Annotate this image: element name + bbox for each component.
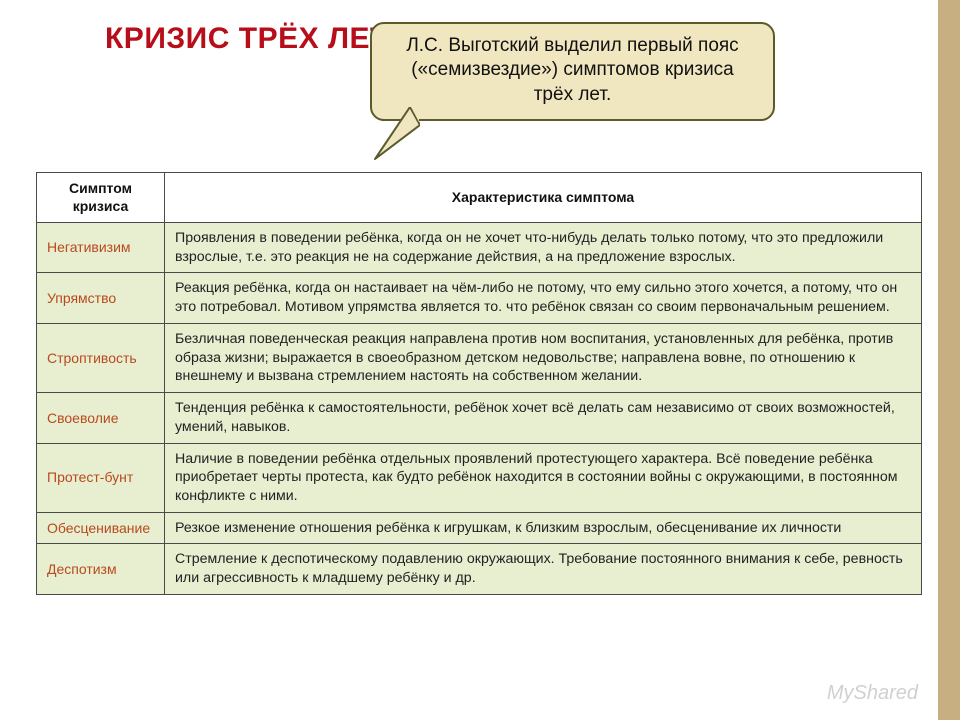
symptoms-table: Симптом кризиса Характеристика симптома … <box>36 172 922 595</box>
table-row: Строптивость Безличная поведенческая реа… <box>37 323 922 392</box>
symptom-desc: Резкое изменение отношения ребёнка к игр… <box>165 512 922 544</box>
table-row: Протест-бунт Наличие в поведении ребёнка… <box>37 443 922 512</box>
table-row: Негативизим Проявления в поведении ребён… <box>37 222 922 272</box>
symptom-desc: Проявления в поведении ребёнка, когда он… <box>165 222 922 272</box>
symptom-desc: Тенденция ребёнка к самостоятельности, р… <box>165 393 922 443</box>
symptom-name: Протест-бунт <box>37 443 165 512</box>
symptom-desc: Безличная поведенческая реакция направле… <box>165 323 922 392</box>
symptom-name: Строптивость <box>37 323 165 392</box>
symptom-desc: Реакция ребёнка, когда он настаивает на … <box>165 273 922 323</box>
table-row: Своеволие Тенденция ребёнка к самостояте… <box>37 393 922 443</box>
symptom-desc: Наличие в поведении ребёнка отдельных пр… <box>165 443 922 512</box>
callout-box: Л.С. Выготский выделил первый пояс («сем… <box>370 22 775 121</box>
table-row: Деспотизм Стремление к деспотическому по… <box>37 544 922 594</box>
symptom-name: Упрямство <box>37 273 165 323</box>
symptom-name: Своеволие <box>37 393 165 443</box>
symptom-name: Негативизим <box>37 222 165 272</box>
slide: КРИЗИС ТРЁХ ЛЕТ. Л.С. Выготский выделил … <box>0 0 960 720</box>
table-row: Упрямство Реакция ребёнка, когда он наст… <box>37 273 922 323</box>
col-header-desc: Характеристика симптома <box>165 173 922 223</box>
decor-right-strip <box>938 0 960 720</box>
watermark: MyShared <box>827 682 918 705</box>
page-title: КРИЗИС ТРЁХ ЛЕТ. <box>105 22 394 56</box>
col-header-symptom: Симптом кризиса <box>37 173 165 223</box>
symptom-name: Деспотизм <box>37 544 165 594</box>
symptom-name: Обесценивание <box>37 512 165 544</box>
table-header-row: Симптом кризиса Характеристика симптома <box>37 173 922 223</box>
symptom-desc: Стремление к деспотическому подавлению о… <box>165 544 922 594</box>
table-row: Обесценивание Резкое изменение отношения… <box>37 512 922 544</box>
